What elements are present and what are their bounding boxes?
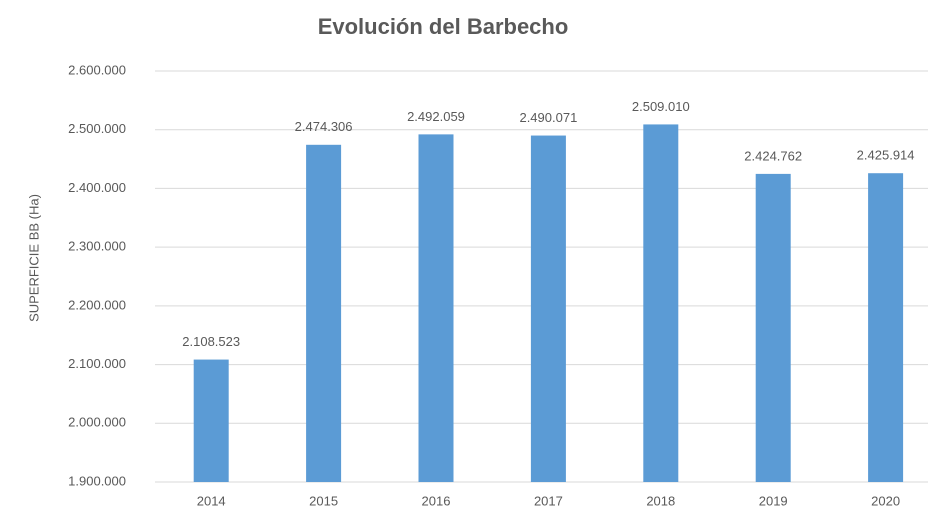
y-tick-label: 2.500.000	[68, 121, 126, 136]
data-label: 2.424.762	[744, 148, 802, 163]
y-tick-label: 2.400.000	[68, 180, 126, 195]
x-tick-label: 2019	[759, 493, 788, 508]
data-label: 2.492.059	[407, 109, 465, 124]
y-tick-label: 2.600.000	[68, 62, 126, 77]
data-label: 2.474.306	[295, 119, 353, 134]
data-label: 2.425.914	[857, 148, 915, 163]
data-label: 2.490.071	[519, 110, 577, 125]
bar	[530, 135, 566, 483]
bar	[643, 124, 679, 482]
chart-title: Evolución del Barbecho	[318, 14, 569, 39]
bar	[418, 134, 454, 483]
x-tick-label: 2017	[534, 493, 563, 508]
bar	[755, 173, 791, 482]
x-tick-label: 2018	[646, 493, 675, 508]
bar	[193, 359, 229, 482]
y-tick-label: 2.300.000	[68, 239, 126, 254]
y-tick-label: 1.900.000	[68, 473, 126, 488]
x-tick-label: 2015	[309, 493, 338, 508]
y-tick-label: 2.100.000	[68, 356, 126, 371]
y-tick-label: 2.000.000	[68, 415, 126, 430]
data-label: 2.509.010	[632, 99, 690, 114]
y-tick-label: 2.200.000	[68, 297, 126, 312]
x-tick-label: 2020	[871, 493, 900, 508]
bar	[868, 173, 904, 482]
data-label: 2.108.523	[182, 334, 240, 349]
y-axis-label: SUPERFICIE BB (Ha)	[26, 194, 41, 322]
x-tick-label: 2016	[422, 493, 451, 508]
bar	[306, 144, 342, 482]
x-tick-label: 2014	[197, 493, 226, 508]
